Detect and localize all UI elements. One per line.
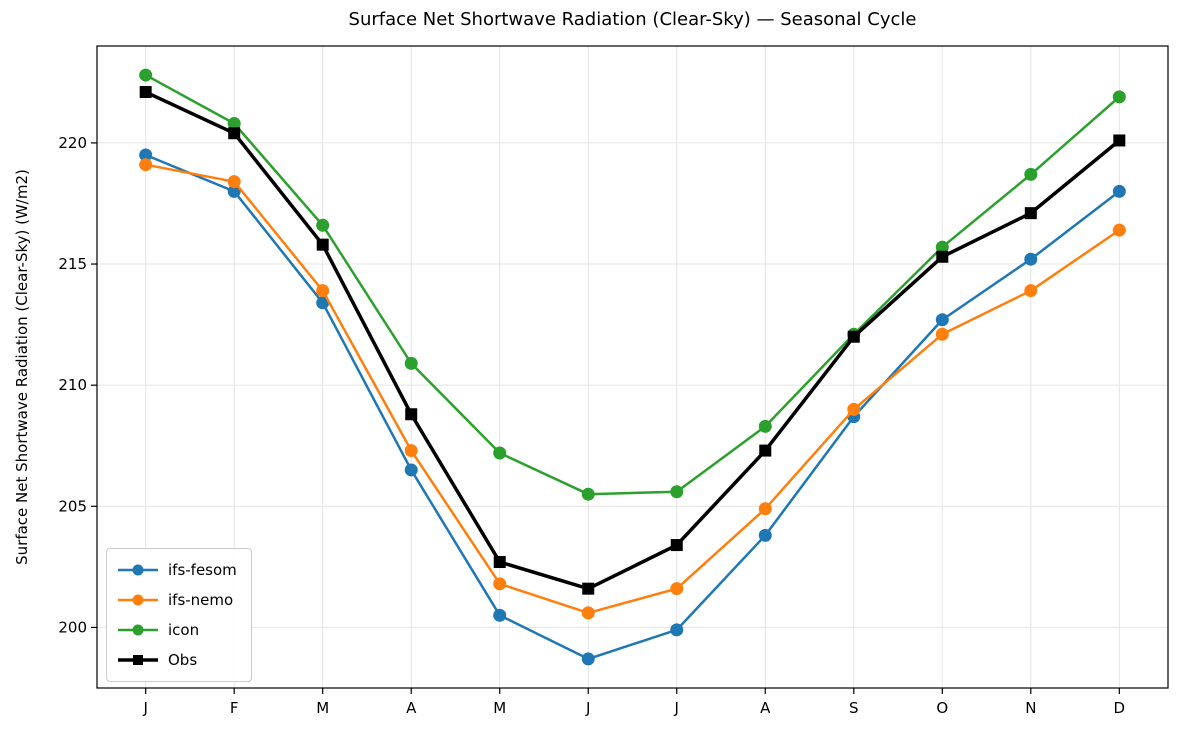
x-tick-label: D [1114, 699, 1126, 717]
marker-icon [316, 218, 330, 232]
marker-ifs-fesom [404, 463, 418, 477]
marker-Obs [405, 408, 418, 421]
x-tick-label: J [674, 699, 679, 717]
y-tick-label: 200 [58, 618, 87, 636]
marker-icon [581, 487, 595, 501]
legend-label: ifs-nemo [168, 591, 234, 609]
marker-Obs [582, 582, 595, 595]
marker-ifs-nemo [935, 327, 949, 341]
marker-icon [670, 485, 684, 499]
x-tick-label: A [760, 699, 771, 717]
legend-marker-Obs [118, 655, 158, 665]
series-line-icon [144, 73, 1121, 496]
x-tick-label: F [230, 699, 239, 717]
marker-ifs-fesom [670, 623, 684, 637]
legend-item-Obs: Obs [117, 647, 237, 673]
legend: ifs-fesom ifs-nemo icon Obs [106, 548, 252, 682]
marker-ifs-nemo [316, 284, 330, 298]
y-tick-label: 205 [58, 497, 87, 515]
marker-ifs-nemo [581, 606, 595, 620]
marker-Obs [936, 250, 949, 263]
legend-label: ifs-fesom [168, 561, 237, 579]
marker-Obs [1113, 134, 1126, 147]
marker-ifs-nemo [404, 444, 418, 458]
marker-icon [758, 419, 772, 433]
marker-ifs-nemo [139, 158, 153, 172]
marker-ifs-fesom [581, 652, 595, 666]
marker-ifs-fesom [758, 528, 772, 542]
marker-ifs-fesom [1112, 184, 1126, 198]
legend-marker-ifs-nemo [118, 594, 158, 606]
x-tick-label: N [1025, 699, 1036, 717]
y-tick-label: 215 [58, 255, 87, 273]
marker-Obs [139, 86, 152, 99]
axis-ticks: 200 205 210 215 220 J F M A M J J A S O N D [58, 134, 1125, 717]
marker-icon [1024, 167, 1038, 181]
marker-Obs [228, 127, 241, 140]
marker-ifs-nemo [1024, 284, 1038, 298]
legend-label: icon [168, 621, 200, 639]
x-tick-label: J [142, 699, 147, 717]
marker-icon [935, 240, 949, 254]
y-tick-label: 210 [58, 376, 87, 394]
marker-icon [404, 356, 418, 370]
marker-ifs-nemo [227, 175, 241, 189]
axes-frame [96, 45, 1169, 689]
y-tick-label: 220 [58, 134, 87, 152]
series-line-ifs-nemo [144, 163, 1121, 615]
marker-Obs [1024, 207, 1037, 220]
marker-icon [1112, 90, 1126, 104]
x-tick-label: J [585, 699, 590, 717]
series-Obs [139, 86, 1126, 595]
legend-marker-icon [118, 624, 158, 636]
series-icon [139, 68, 1126, 501]
x-tick-label: A [406, 699, 417, 717]
marker-icon [227, 117, 241, 131]
marker-Obs [316, 238, 329, 251]
legend-marker-ifs-fesom [118, 564, 158, 576]
marker-ifs-fesom [316, 296, 330, 310]
legend-item-icon: icon [117, 617, 237, 643]
marker-Obs [670, 539, 683, 552]
legend-label: Obs [168, 651, 198, 669]
marker-Obs [493, 556, 506, 569]
marker-ifs-nemo [758, 502, 772, 516]
marker-icon [493, 446, 507, 460]
series-line-Obs [143, 90, 1122, 591]
marker-ifs-nemo [493, 577, 507, 591]
marker-icon [139, 68, 153, 82]
marker-ifs-nemo [670, 582, 684, 596]
x-tick-label: M [493, 699, 506, 717]
marker-Obs [759, 444, 772, 457]
legend-item-ifs-fesom: ifs-fesom [117, 557, 237, 583]
marker-ifs-fesom [139, 148, 153, 162]
series-ifs-fesom [139, 148, 1126, 666]
x-tick-label: S [849, 699, 859, 717]
marker-ifs-nemo [1112, 223, 1126, 237]
series-line-ifs-fesom [144, 153, 1121, 661]
marker-ifs-fesom [493, 608, 507, 622]
marker-ifs-fesom [1024, 252, 1038, 266]
marker-ifs-fesom [227, 184, 241, 198]
marker-ifs-fesom [935, 313, 949, 327]
series-ifs-nemo [139, 158, 1126, 620]
chart-title: Surface Net Shortwave Radiation (Clear-S… [348, 9, 917, 30]
marker-ifs-nemo [847, 402, 861, 416]
legend-item-ifs-nemo: ifs-nemo [117, 587, 237, 613]
marker-Obs [847, 330, 860, 343]
x-tick-label: M [316, 699, 329, 717]
x-tick-label: O [936, 699, 948, 717]
grid-lines [97, 46, 1168, 688]
